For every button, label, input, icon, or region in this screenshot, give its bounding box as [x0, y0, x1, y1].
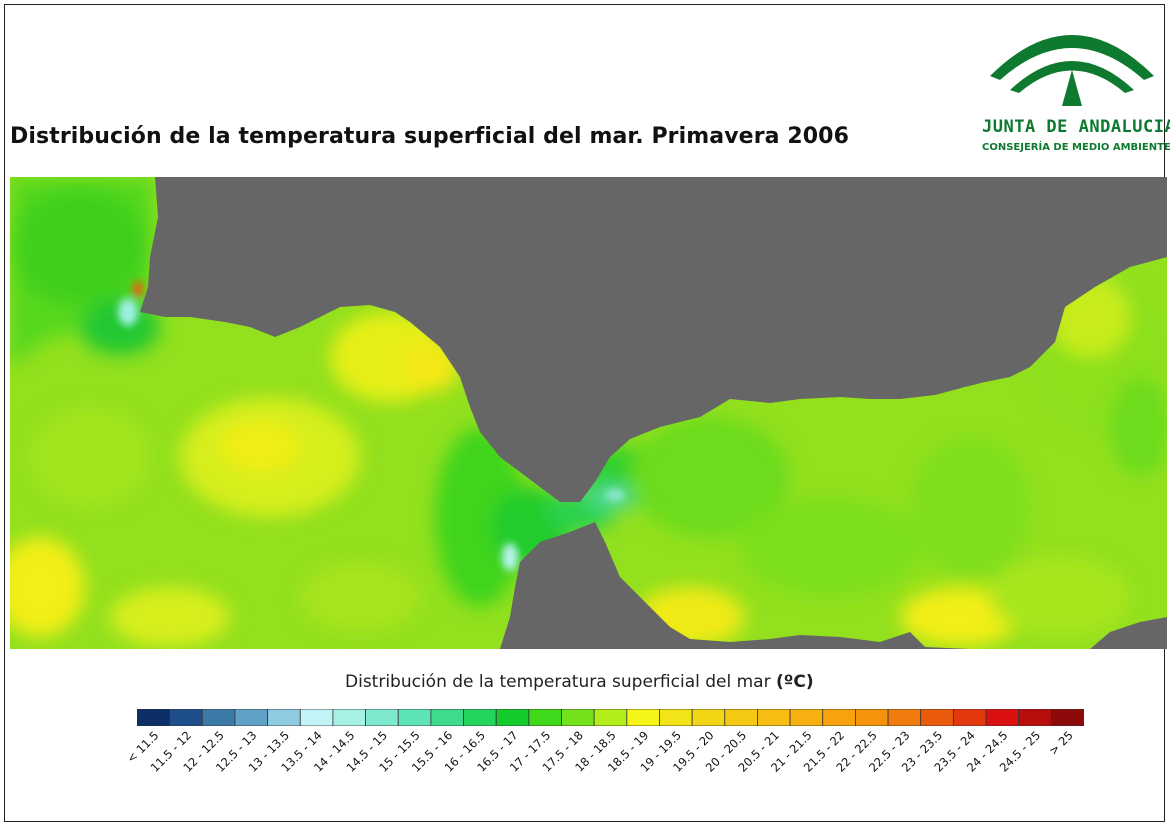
legend-swatch	[463, 709, 497, 726]
land-north-africa	[500, 522, 970, 649]
legend-swatch	[137, 709, 171, 726]
legend-swatch	[267, 709, 301, 726]
legend-title: Distribución de la temperatura superfici…	[345, 672, 814, 692]
legend-swatch	[659, 709, 693, 726]
legend-swatch	[365, 709, 399, 726]
legend-swatch	[724, 709, 758, 726]
legend-swatch	[234, 709, 269, 726]
legend-swatch	[528, 709, 562, 726]
logo-emblem-icon	[990, 35, 1154, 106]
legend-swatch	[397, 709, 432, 726]
legend-swatch	[169, 709, 203, 726]
legend-swatch	[985, 709, 1020, 726]
land-iberia	[140, 177, 1167, 502]
legend-swatch	[201, 709, 236, 726]
legend-swatch	[593, 709, 628, 726]
legend-unit: (ºC)	[776, 672, 814, 692]
legend-title-text: Distribución de la temperatura superfici…	[345, 672, 771, 692]
logo-subtitle: CONSEJERÍA DE MEDIO AMBIENTE	[982, 142, 1170, 153]
sea-temperature-map	[10, 177, 1167, 649]
junta-de-andalucia-logo: JUNTA DE ANDALUCIA CONSEJERÍA DE MEDIO A…	[982, 14, 1170, 164]
legend-color-bar	[137, 709, 1084, 726]
legend-swatch	[626, 709, 660, 726]
legend-swatch	[789, 709, 824, 726]
map-title: Distribución de la temperatura superfici…	[10, 124, 849, 149]
legend-swatch	[691, 709, 726, 726]
legend-swatch	[299, 709, 334, 726]
legend-swatch	[495, 709, 530, 726]
legend-swatch	[855, 709, 889, 726]
legend-swatch	[1050, 709, 1084, 726]
legend-swatch	[1018, 709, 1052, 726]
logo-name: JUNTA DE ANDALUCIA	[982, 117, 1170, 137]
legend-swatch	[887, 709, 922, 726]
legend-swatch	[822, 709, 856, 726]
legend-swatch	[332, 709, 366, 726]
legend-swatch	[430, 709, 464, 726]
land-algeria	[1090, 617, 1167, 649]
legend-swatch	[757, 709, 791, 726]
legend-swatch	[952, 709, 987, 726]
legend-swatch	[561, 709, 595, 726]
legend-label: > 25	[1046, 728, 1076, 758]
temperature-field	[10, 177, 1167, 647]
legend-swatch	[920, 709, 954, 726]
